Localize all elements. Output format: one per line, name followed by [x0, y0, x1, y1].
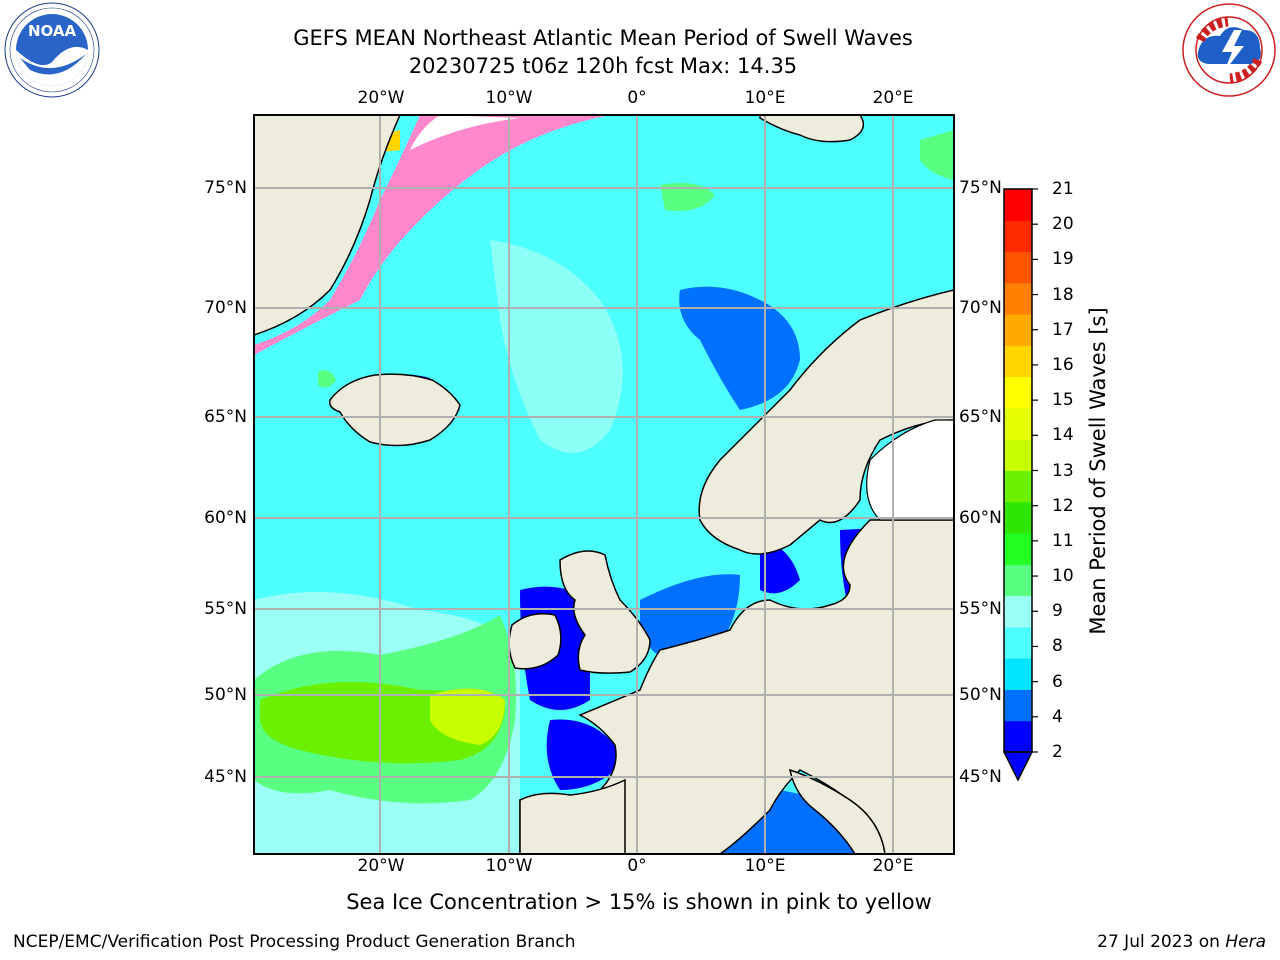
graticule	[254, 115, 954, 854]
land-svalbard	[759, 115, 865, 143]
colorbar-segment	[1004, 220, 1032, 253]
footer-credit: NCEP/EMC/Verification Post Processing Pr…	[13, 932, 576, 952]
colorbar-tick-label: 12	[1052, 495, 1074, 516]
colorbar-tick-label: 20	[1052, 214, 1074, 235]
lat-label-right-50n: 50°N	[959, 685, 1002, 705]
lon-label-top-0: 0°	[627, 88, 647, 108]
colorbar-tick-label: 17	[1052, 319, 1074, 340]
sea-ice-white	[410, 115, 520, 150]
map-frame	[253, 114, 955, 855]
colorbar-segment	[1004, 501, 1032, 534]
colorbar	[1002, 188, 1038, 782]
land-europe	[519, 289, 954, 854]
gulf-of-bothnia	[866, 419, 954, 521]
lat-label-right-65n: 65°N	[959, 407, 1002, 427]
colorbar-tick-label: 16	[1052, 354, 1074, 375]
swell-region-yellow	[430, 688, 505, 745]
lat-label-right-70n: 70°N	[959, 298, 1002, 318]
lat-label-left-60n: 60°N	[204, 508, 247, 528]
chart-subtitle: 20230725 t06z 120h fcst Max: 14.35	[408, 54, 798, 78]
lon-label-bottom-0: 0°	[627, 856, 647, 876]
swell-short-kattegat	[760, 540, 800, 594]
colorbar-segment	[1004, 720, 1032, 753]
colorbar-tick-label: 8	[1052, 636, 1063, 657]
noaa-logo: NOAA	[4, 2, 100, 98]
lon-label-bottom-10w: 10°W	[485, 856, 533, 876]
colorbar-tick-label: 4	[1052, 706, 1063, 727]
colorbar-segment	[1004, 282, 1032, 315]
footer-machine-name: Hera	[1225, 932, 1266, 952]
nws-logo	[1182, 3, 1276, 97]
colorbar-segment	[1004, 314, 1032, 346]
lon-label-bottom-20w: 20°W	[357, 856, 405, 876]
swell-patch-green	[660, 182, 715, 211]
colorbar-label: Mean Period of Swell Waves [s]	[1086, 307, 1110, 635]
colorbar-segment	[1004, 470, 1032, 503]
svg-text:NOAA: NOAA	[28, 22, 77, 40]
lon-label-top-10w: 10°W	[485, 88, 533, 108]
colorbar-segment	[1004, 251, 1032, 284]
lon-label-top-10e: 10°E	[744, 88, 786, 108]
colorbar-tick-label: 11	[1052, 530, 1074, 551]
footer-date-text: 27 Jul 2023 on	[1097, 932, 1226, 952]
colorbar-segment	[1004, 564, 1032, 597]
colorbar-segment	[1004, 376, 1032, 409]
lat-label-right-75n: 75°N	[959, 178, 1002, 198]
colorbar-tick-label: 18	[1052, 284, 1074, 305]
lat-label-left-50n: 50°N	[204, 685, 247, 705]
lat-label-left-65n: 65°N	[204, 407, 247, 427]
land-greenland	[254, 115, 401, 336]
lat-label-left-75n: 75°N	[204, 178, 247, 198]
swell-patch-green-w	[318, 370, 336, 388]
colorbar-segment	[1004, 439, 1032, 471]
land-ireland	[508, 613, 562, 670]
colorbar-tick-label: 21	[1052, 179, 1074, 199]
colorbar-extend-triangle	[1002, 751, 1034, 782]
colorbar-tick-label: 10	[1052, 566, 1074, 587]
colorbar-tick-label: 13	[1052, 460, 1074, 481]
lat-label-left-45n: 45°N	[204, 767, 247, 787]
colorbar-segment	[1004, 407, 1032, 440]
swell-band-light	[490, 240, 623, 453]
lon-label-bottom-10e: 10°E	[744, 856, 786, 876]
chart-title: GEFS MEAN Northeast Atlantic Mean Period…	[293, 26, 913, 50]
map-area	[254, 115, 954, 854]
lat-label-right-60n: 60°N	[959, 508, 1002, 528]
lon-label-top-20e: 20°E	[872, 88, 914, 108]
lon-label-top-20w: 20°W	[357, 88, 405, 108]
colorbar-tick-label: 14	[1052, 425, 1074, 446]
colorbar-segment	[1004, 689, 1032, 722]
colorbar-tick-label: 6	[1052, 671, 1063, 692]
colorbar-tick-label: 9	[1052, 601, 1063, 622]
colorbar-tick-label: 2	[1052, 742, 1063, 762]
colorbar-segment	[1004, 533, 1032, 565]
lat-label-right-45n: 45°N	[959, 767, 1002, 787]
swell-short-norwegian-sea	[679, 286, 800, 410]
footer-date: 27 Jul 2023 on Hera	[1097, 932, 1266, 952]
colorbar-segment	[1004, 189, 1032, 221]
sea-ice-pink	[254, 115, 610, 355]
colorbar-segment	[1004, 626, 1032, 659]
swell-patch-green-ne	[920, 130, 954, 180]
lat-label-left-70n: 70°N	[204, 298, 247, 318]
sea-ice-caption: Sea Ice Concentration > 15% is shown in …	[346, 890, 932, 914]
lon-label-bottom-20e: 20°E	[872, 856, 914, 876]
colorbar-segment	[1004, 658, 1032, 690]
lat-label-left-55n: 55°N	[204, 599, 247, 619]
colorbar-tick-label: 19	[1052, 249, 1074, 270]
lat-label-right-55n: 55°N	[959, 599, 1002, 619]
colorbar-segment	[1004, 595, 1032, 628]
colorbar-tick-label: 15	[1052, 390, 1074, 411]
swell-short-biscay	[546, 719, 625, 790]
colorbar-segment	[1004, 345, 1032, 378]
land-iberia	[519, 778, 626, 854]
